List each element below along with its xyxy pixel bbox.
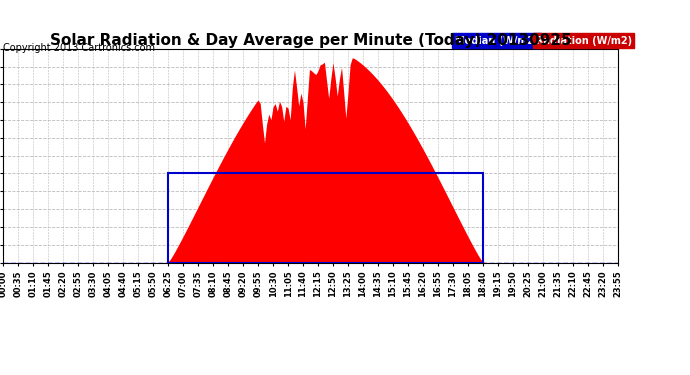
Text: Radiation (W/m2): Radiation (W/m2) bbox=[536, 36, 632, 46]
Bar bbox=[168, 174, 483, 262]
Title: Solar Radiation & Day Average per Minute (Today) 20130925: Solar Radiation & Day Average per Minute… bbox=[50, 33, 571, 48]
Text: Median (W/m2): Median (W/m2) bbox=[455, 36, 538, 46]
Text: Copyright 2013 Cartronics.com: Copyright 2013 Cartronics.com bbox=[3, 43, 155, 53]
